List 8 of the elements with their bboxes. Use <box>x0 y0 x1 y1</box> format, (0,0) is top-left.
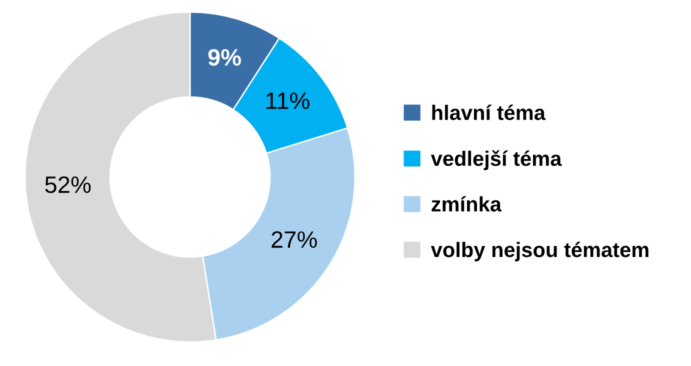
data-label: 27% <box>272 231 317 248</box>
legend-label: vedlejší téma <box>430 150 562 170</box>
legend-label: zmínka <box>432 196 502 212</box>
data-label: 52% <box>45 176 91 194</box>
data-label: 9% <box>208 49 241 66</box>
data-label: 11% <box>266 92 310 110</box>
legend-label: hlavní téma <box>432 104 546 120</box>
legend-label: volby nejsou tématem <box>430 242 648 262</box>
